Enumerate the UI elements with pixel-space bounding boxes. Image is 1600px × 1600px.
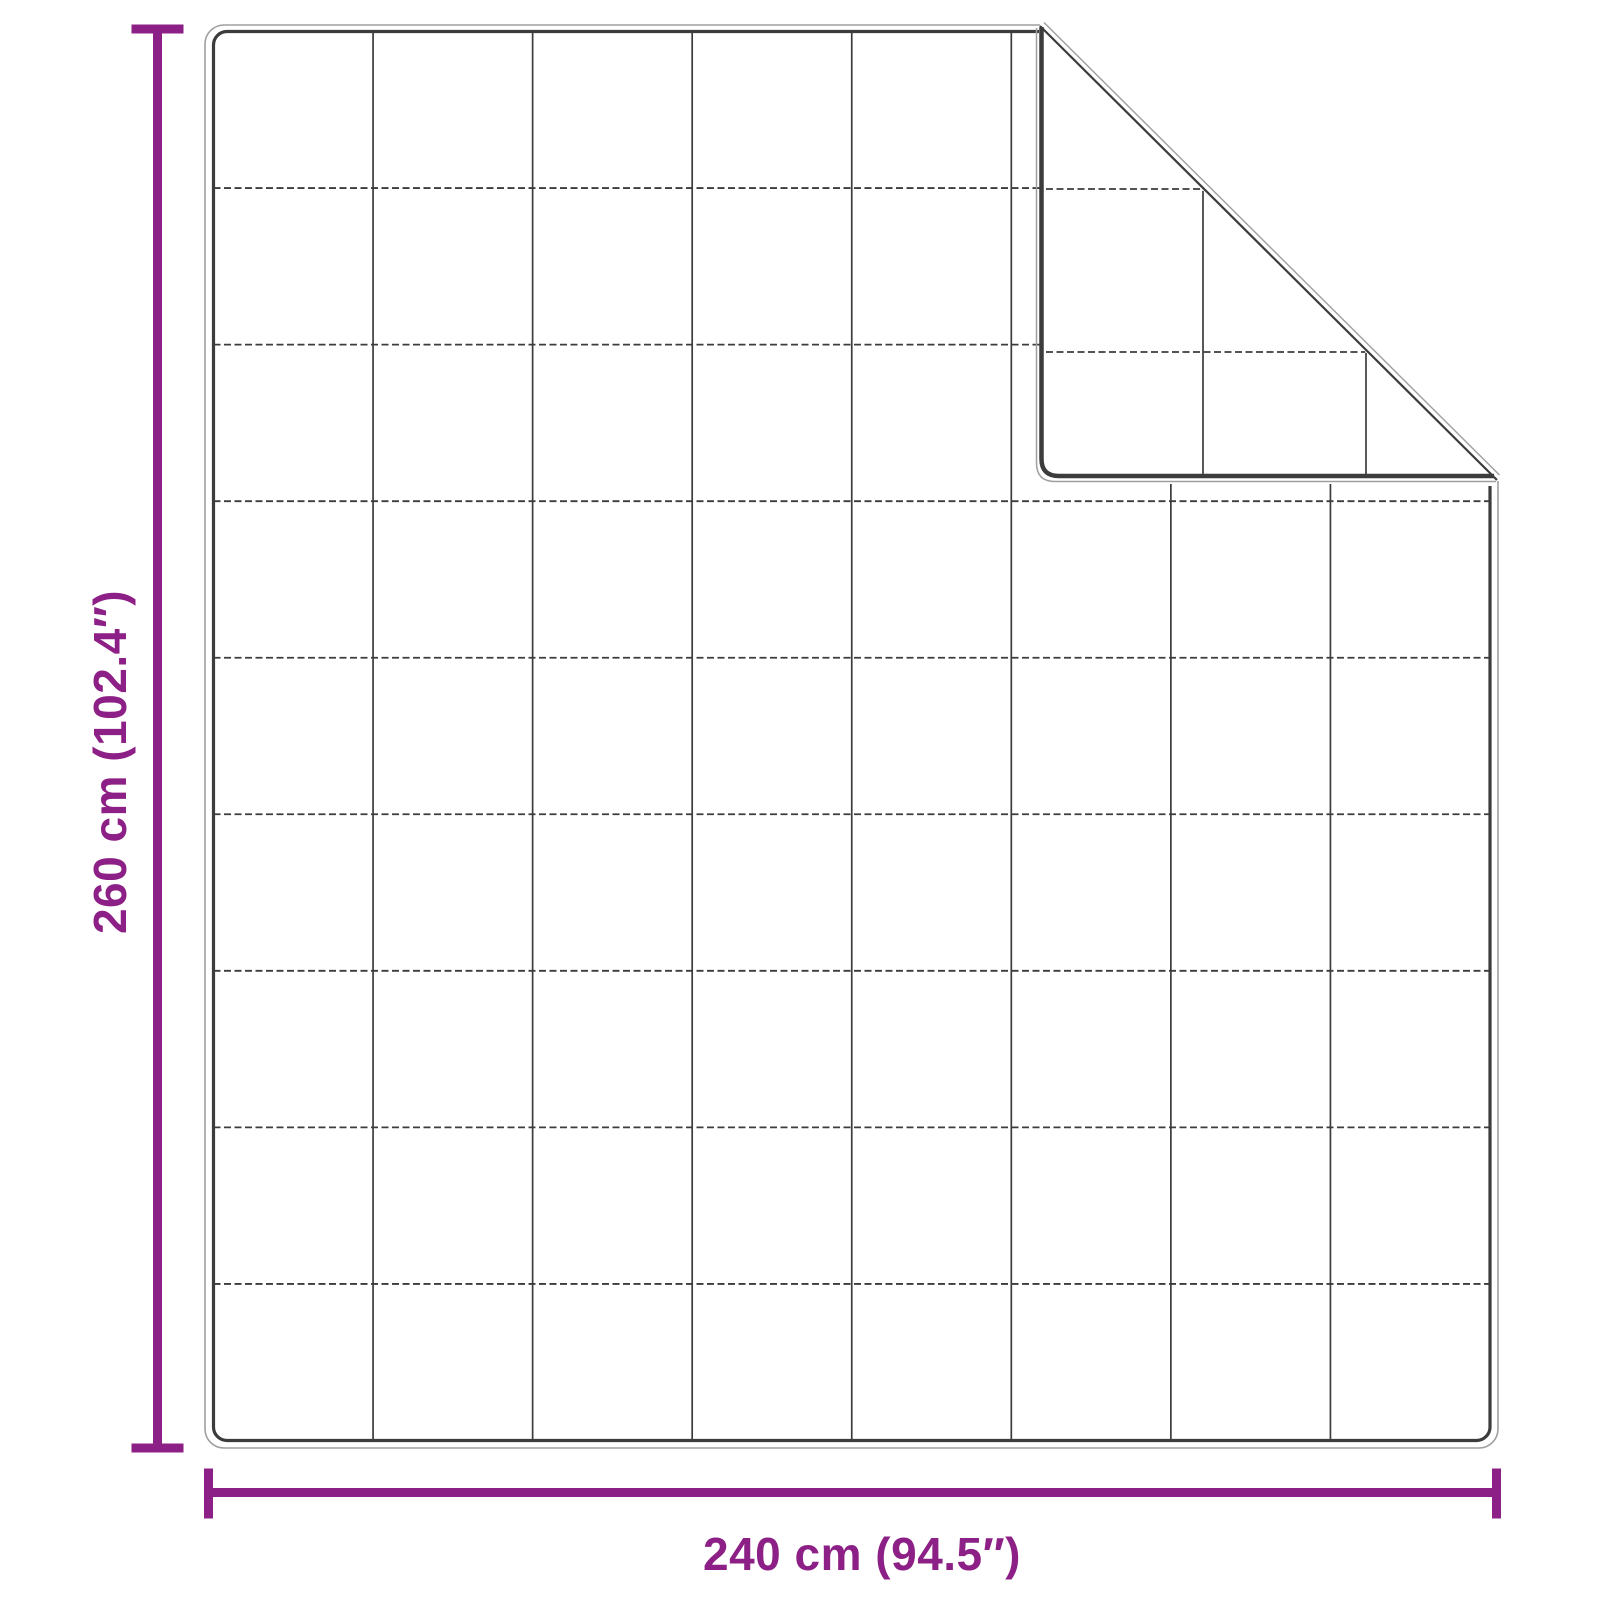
quilt-grid bbox=[213, 31, 1490, 1441]
fold-crease bbox=[1039, 25, 1498, 481]
horizontal-dimension: 240 cm (94.5″) bbox=[204, 1468, 1501, 1580]
blanket-outline-outer bbox=[204, 24, 1499, 1449]
blanket bbox=[204, 24, 1499, 1449]
flap-quilt-grid bbox=[1046, 188, 1367, 474]
height-dimension-label: 260 cm (102.4″) bbox=[84, 590, 136, 934]
folded-corner bbox=[1035, 22, 1500, 483]
flap-edge bbox=[1039, 27, 1494, 479]
flap-edge-shadow bbox=[1035, 28, 1496, 483]
vertical-dimension: 260 cm (102.4″) bbox=[84, 24, 184, 1453]
width-dimension-label: 240 cm (94.5″) bbox=[703, 1528, 1021, 1580]
fold-crease-shadow bbox=[1043, 22, 1500, 476]
blanket-outline-inner bbox=[211, 29, 1492, 1443]
